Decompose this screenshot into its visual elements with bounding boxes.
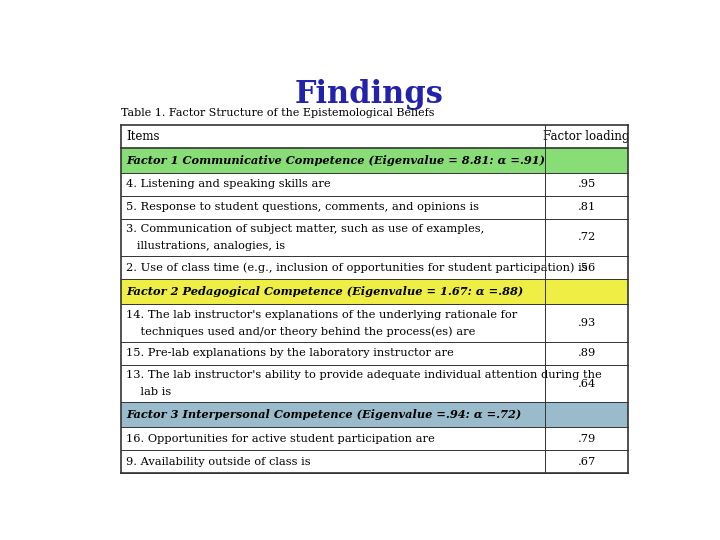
Text: illustrations, analogies, is: illustrations, analogies, is <box>126 241 285 251</box>
Bar <box>121 428 629 450</box>
Text: Table 1. Factor Structure of the Epistemological Beliefs: Table 1. Factor Structure of the Epistem… <box>121 109 434 118</box>
Text: .95: .95 <box>577 179 595 190</box>
Text: 15. Pre-lab explanations by the laboratory instructor are: 15. Pre-lab explanations by the laborato… <box>126 348 454 359</box>
Text: 5. Response to student questions, comments, and opinions is: 5. Response to student questions, commen… <box>126 202 480 212</box>
Text: .64: .64 <box>577 379 595 389</box>
Bar <box>121 196 629 219</box>
Bar <box>121 256 629 279</box>
Text: .79: .79 <box>577 434 595 444</box>
Text: Factor 1 Communicative Competence (Eigenvalue = 8.81: α =.91): Factor 1 Communicative Competence (Eigen… <box>126 155 545 166</box>
Text: 4. Listening and speaking skills are: 4. Listening and speaking skills are <box>126 179 331 190</box>
Bar <box>121 125 629 148</box>
Text: .93: .93 <box>577 318 595 328</box>
Bar <box>121 450 629 473</box>
Bar <box>121 148 629 173</box>
Text: 14. The lab instructor's explanations of the underlying rationale for: 14. The lab instructor's explanations of… <box>126 310 518 320</box>
Text: 2. Use of class time (e.g., inclusion of opportunities for student participation: 2. Use of class time (e.g., inclusion of… <box>126 262 588 273</box>
Text: 13. The lab instructor's ability to provide adequate individual attention during: 13. The lab instructor's ability to prov… <box>126 370 602 380</box>
Bar <box>121 402 629 428</box>
Text: 9. Availability outside of class is: 9. Availability outside of class is <box>126 457 311 467</box>
Text: .67: .67 <box>577 457 595 467</box>
Text: Factor loading: Factor loading <box>544 130 630 143</box>
Text: 16. Opportunities for active student participation are: 16. Opportunities for active student par… <box>126 434 435 444</box>
Text: techniques used and/or theory behind the process(es) are: techniques used and/or theory behind the… <box>126 326 476 336</box>
Text: lab is: lab is <box>126 387 171 397</box>
Text: Items: Items <box>126 130 160 143</box>
Text: .89: .89 <box>577 348 595 359</box>
Text: .81: .81 <box>577 202 595 212</box>
Bar <box>121 304 629 342</box>
Bar <box>121 364 629 402</box>
Text: .56: .56 <box>577 263 595 273</box>
Text: Factor 2 Pedagogical Competence (Eigenvalue = 1.67: α =.88): Factor 2 Pedagogical Competence (Eigenva… <box>126 286 523 297</box>
Text: Findings: Findings <box>294 79 444 110</box>
Text: 3. Communication of subject matter, such as use of examples,: 3. Communication of subject matter, such… <box>126 224 485 234</box>
Text: Factor 3 Interpersonal Competence (Eigenvalue =.94: α =.72): Factor 3 Interpersonal Competence (Eigen… <box>126 409 521 421</box>
Bar <box>121 342 629 364</box>
Text: .72: .72 <box>577 233 595 242</box>
Bar <box>121 173 629 196</box>
Bar <box>121 219 629 256</box>
Bar <box>121 279 629 304</box>
